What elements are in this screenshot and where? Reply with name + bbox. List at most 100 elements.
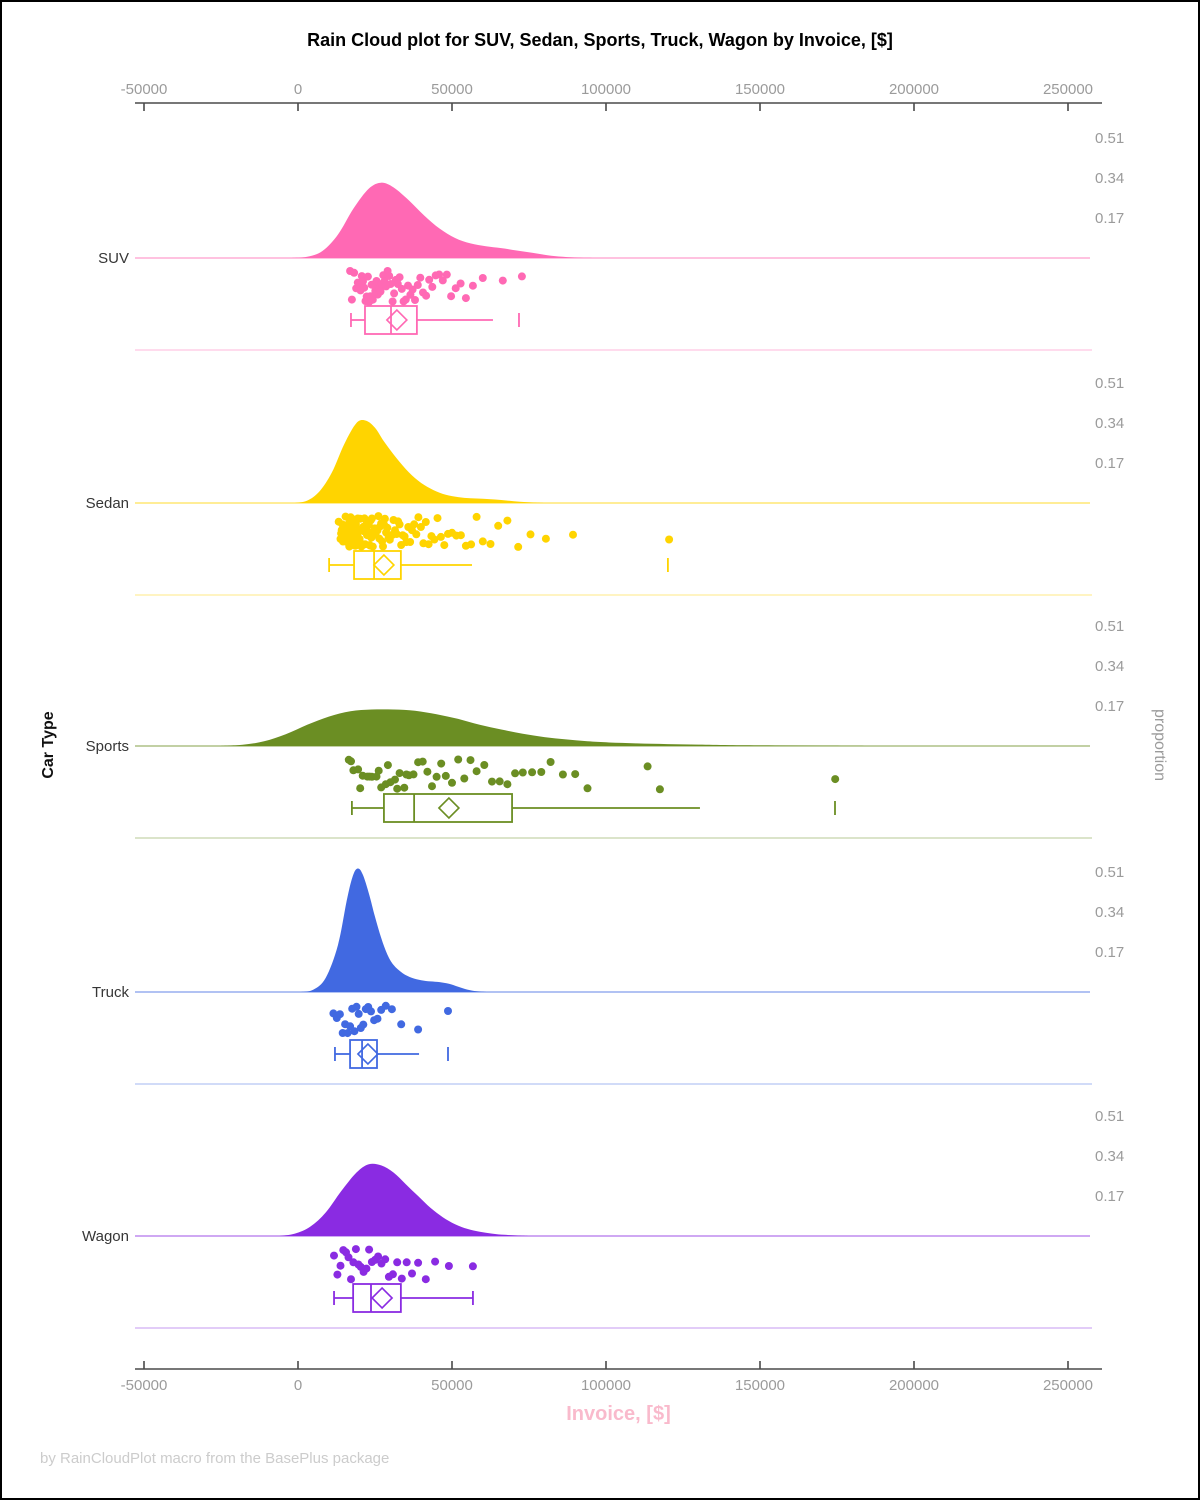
data-point (480, 761, 489, 769)
data-point (537, 768, 546, 776)
series-truck: 0.51 0.34 0.17 Truck (92, 864, 1124, 1085)
series-wagon: 0.51 0.34 0.17 Wagon (82, 1108, 1124, 1329)
category-label: Truck (92, 984, 129, 1001)
data-point (354, 765, 363, 774)
data-point (414, 513, 423, 522)
data-point (422, 291, 431, 300)
data-point (468, 1262, 477, 1271)
footer-attribution: by RainCloudPlot macro from the BasePlus… (40, 1450, 390, 1467)
data-point (391, 775, 399, 784)
data-point (388, 1270, 397, 1279)
data-point (478, 274, 487, 282)
data-point (393, 784, 402, 793)
data-point (360, 283, 369, 292)
data-point (336, 1261, 345, 1270)
data-point (356, 784, 365, 793)
data-point (448, 778, 456, 787)
top-axis-tick-label: 0 (294, 81, 302, 98)
data-point (414, 1025, 423, 1034)
data-point (511, 769, 520, 778)
data-point (344, 1253, 353, 1262)
data-point (528, 768, 537, 777)
proportion-tick-label: 0.51 (1095, 618, 1124, 635)
data-point (397, 1274, 406, 1283)
data-point (430, 535, 439, 544)
proportion-tick-label: 0.34 (1095, 658, 1124, 675)
data-point (387, 1005, 396, 1014)
data-point (400, 783, 409, 792)
data-point (428, 782, 436, 791)
data-point (665, 535, 674, 544)
data-point (436, 532, 445, 541)
box-iqr (352, 1283, 402, 1313)
proportion-tick-label: 0.17 (1095, 944, 1124, 961)
data-point (432, 772, 441, 781)
data-point (350, 1027, 359, 1036)
data-point (541, 534, 550, 543)
proportion-tick-label: 0.17 (1095, 1188, 1124, 1205)
proportion-tick-label: 0.34 (1095, 1148, 1124, 1165)
data-point (335, 1010, 344, 1019)
data-point (472, 512, 481, 521)
density-curve (301, 868, 486, 992)
data-point (367, 1007, 375, 1016)
data-point (831, 775, 840, 784)
data-point (409, 770, 418, 779)
category-label: Sports (86, 738, 129, 755)
data-point (395, 769, 404, 778)
bottom-axis-tick-label: 150000 (735, 1377, 785, 1394)
bottom-axis-tick-label: 250000 (1043, 1377, 1093, 1394)
data-point (494, 521, 503, 530)
data-point (442, 270, 451, 279)
data-point (460, 774, 469, 783)
data-point (424, 540, 433, 549)
data-point (467, 540, 476, 549)
data-point (350, 268, 359, 277)
data-point (571, 770, 580, 779)
data-point (385, 272, 394, 280)
data-point (397, 284, 406, 293)
data-point (374, 766, 383, 775)
mean-diamond (370, 1286, 394, 1310)
bottom-axis-tick-label: 100000 (581, 1377, 631, 1394)
data-point (437, 759, 446, 768)
data-point (373, 1014, 382, 1023)
data-point (428, 282, 437, 291)
series-sedan: 0.51 0.34 0.17 Sedan (86, 375, 1124, 596)
top-axis-tick-label: -50000 (121, 81, 168, 98)
top-axis-tick-label: 150000 (735, 81, 785, 98)
data-point (383, 761, 392, 770)
data-point (365, 1245, 374, 1254)
proportion-tick-label: 0.51 (1095, 375, 1124, 392)
bottom-axis-tick-label: 50000 (431, 1377, 473, 1394)
data-point (438, 276, 447, 285)
data-point (518, 768, 527, 777)
data-point (368, 542, 377, 551)
bottom-x-axis: -50000 0 50000 100000 150000 200000 250000 (121, 1361, 1102, 1394)
data-point (388, 297, 397, 306)
data-point (354, 1009, 363, 1018)
data-point (425, 275, 434, 284)
data-point (367, 514, 376, 523)
mean-diamond (356, 1042, 380, 1066)
density-curve (294, 420, 545, 503)
data-point (408, 285, 417, 294)
density-curve (279, 1163, 529, 1236)
data-point (416, 273, 425, 282)
density-curve (221, 709, 868, 746)
data-point (414, 1258, 423, 1267)
top-axis-tick-label: 200000 (889, 81, 939, 98)
data-point (379, 542, 387, 551)
proportion-tick-label: 0.34 (1095, 904, 1124, 921)
data-point (468, 281, 477, 290)
data-point (368, 295, 377, 304)
proportion-tick-label: 0.34 (1095, 170, 1124, 187)
data-point (421, 1275, 430, 1284)
data-point (351, 1245, 360, 1254)
data-point (466, 756, 475, 765)
category-label: SUV (98, 250, 129, 267)
data-point (416, 523, 425, 531)
data-point (390, 289, 399, 298)
